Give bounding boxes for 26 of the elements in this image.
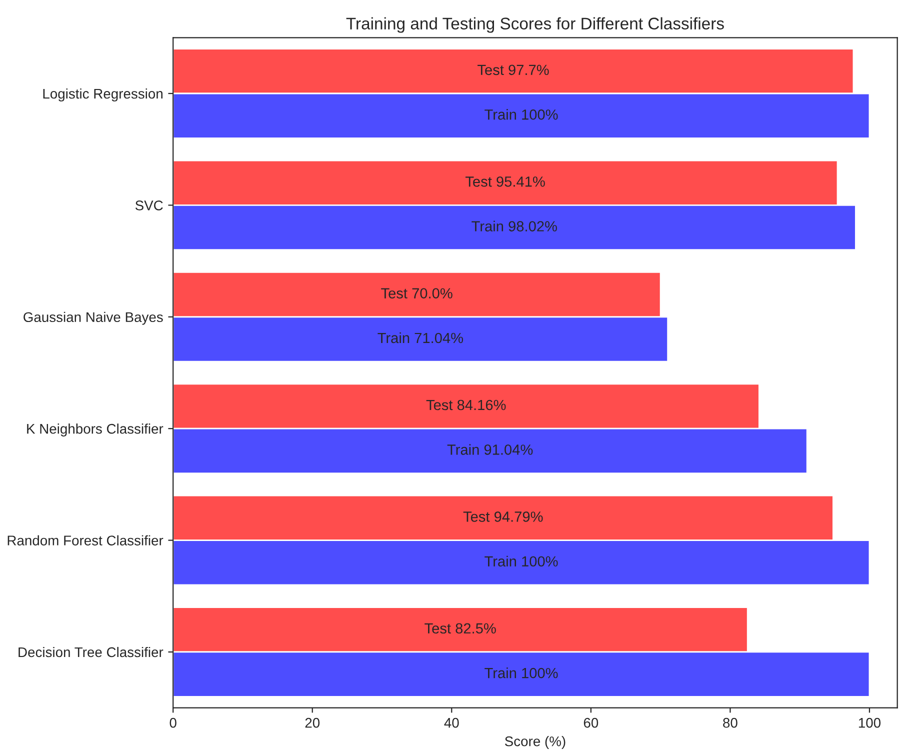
x-tick-label: 40 — [444, 718, 459, 728]
x-axis-title: Score (%) — [504, 736, 566, 749]
data-label: Train 100% — [484, 668, 558, 678]
data-label: Train 100% — [484, 556, 558, 567]
data-label: Train 71.04% — [378, 332, 464, 344]
y-tick-label: Decision Tree Classifier — [18, 646, 164, 658]
y-tick-label: SVC — [135, 200, 163, 210]
chart-title: Training and Testing Scores for Different Classifiers — [346, 17, 724, 33]
data-label: Test 70.0% — [381, 288, 452, 298]
y-tick-label: K Neighbors Classifier — [27, 424, 164, 436]
y-tick-label: Random Forest Classifier — [8, 535, 164, 546]
x-tick-label: 20 — [305, 718, 320, 728]
data-label: Test 95.41% — [466, 176, 545, 187]
data-label: Test 84.16% — [426, 400, 506, 410]
x-tick-label: 60 — [584, 718, 598, 728]
y-tick-label: Gaussian Naive Bayes — [24, 312, 163, 325]
x-tick-label: 0 — [170, 718, 176, 728]
data-label: Train 100% — [484, 109, 558, 120]
y-tick-label: Logistic Regression — [43, 88, 162, 102]
data-label: Test 82.5% — [424, 623, 496, 634]
x-tick-label: 80 — [723, 718, 738, 728]
data-label: Test 94.79% — [463, 512, 543, 522]
data-label: Train 98.02% — [472, 220, 557, 232]
x-tick-label: 100 — [858, 718, 881, 728]
data-label: Test 97.7% — [478, 64, 549, 76]
data-label: Train 91.04% — [447, 444, 533, 455]
